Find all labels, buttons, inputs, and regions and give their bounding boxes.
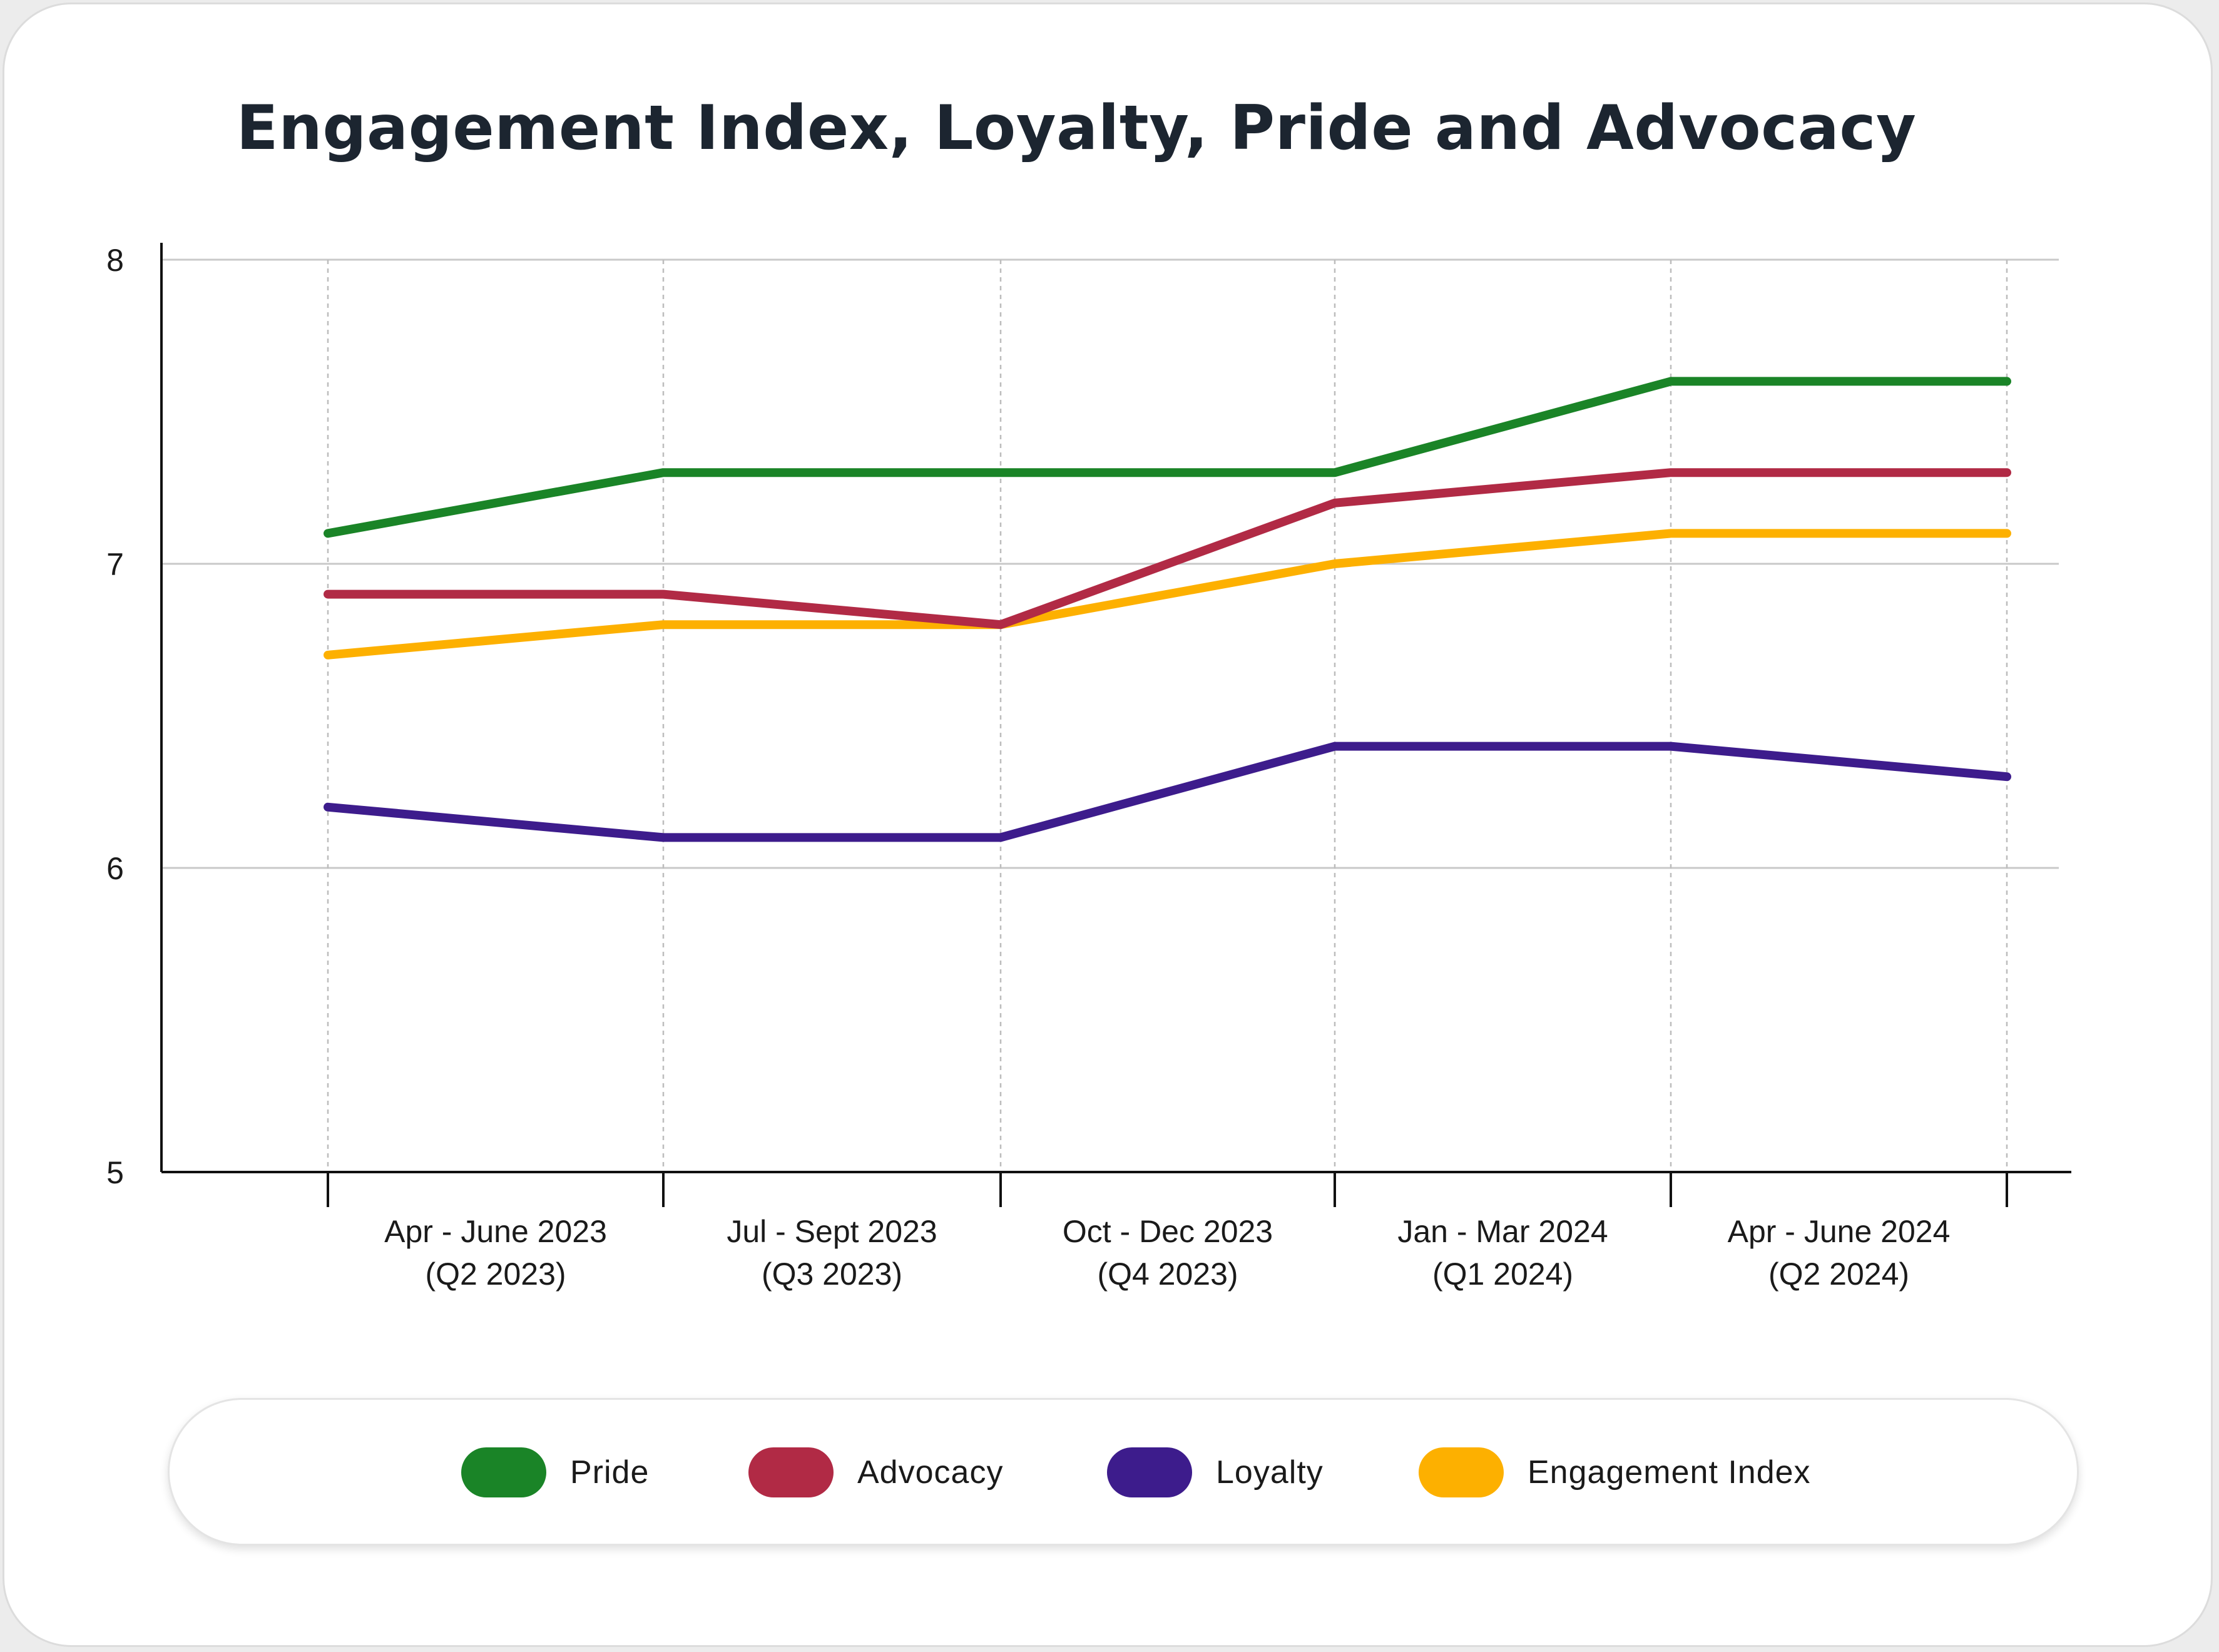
x-tick-label-1-line2: (Q3 2023) [762, 1257, 902, 1292]
legend-label-loyalty: Loyalty [1216, 1454, 1324, 1491]
legend-item-advocacy: Advocacy [748, 1447, 1003, 1497]
legend-item-pride: Pride [461, 1447, 649, 1497]
x-tick-label-3-line1: Jan - Mar 2024 [1397, 1214, 1608, 1249]
series-line-engagement-index [324, 529, 2011, 660]
legend-item-engagement-index: Engagement Index [1419, 1447, 1811, 1497]
chart-legend: Pride Advocacy Loyalty Engagement Index [168, 1398, 2079, 1546]
series-line-advocacy [324, 468, 2011, 630]
x-tick-label-3-line2: (Q1 2024) [1432, 1257, 1573, 1292]
x-tick-label-4-line2: (Q2 2024) [1768, 1257, 1909, 1292]
legend-label-pride: Pride [570, 1454, 650, 1491]
y-tick-label-8: 8 [106, 243, 124, 278]
x-tick-label-2-line2: (Q4 2023) [1097, 1257, 1238, 1292]
series-line-pride [324, 377, 2011, 538]
legend-swatch-pride [461, 1447, 546, 1497]
legend-swatch-engagement-index [1419, 1447, 1504, 1497]
chart-title: Engagement Index, Loyalty, Pride and Adv… [236, 93, 1917, 164]
x-tick-label-0-line1: Apr - June 2023 [384, 1214, 607, 1249]
x-tick-label-0-line2: (Q2 2023) [425, 1257, 566, 1292]
series-line-loyalty [324, 742, 2011, 842]
legend-swatch-loyalty [1107, 1447, 1192, 1497]
y-tick-label-6: 6 [106, 851, 124, 886]
legend-label-advocacy: Advocacy [857, 1454, 1004, 1491]
x-tick-label-2-line1: Oct - Dec 2023 [1063, 1214, 1273, 1249]
y-tick-label-7: 7 [106, 547, 124, 582]
x-tick-label-1-line1: Jul - Sept 2023 [727, 1214, 937, 1249]
legend-label-engagement-index: Engagement Index [1528, 1454, 1811, 1491]
y-tick-label-5: 5 [106, 1155, 124, 1190]
legend-item-loyalty: Loyalty [1107, 1447, 1324, 1497]
legend-swatch-advocacy [748, 1447, 834, 1497]
chart-card [3, 3, 2213, 1647]
x-tick-label-4-line1: Apr - June 2024 [1728, 1214, 1951, 1249]
